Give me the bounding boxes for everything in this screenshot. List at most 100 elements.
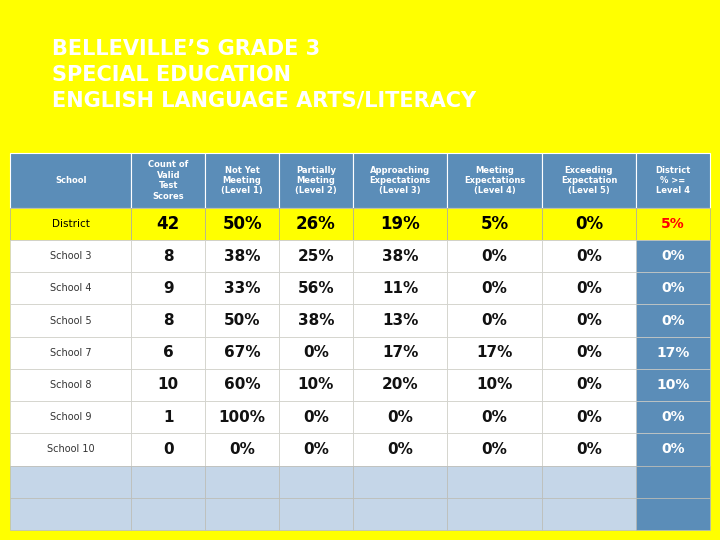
Bar — [541, 336, 636, 369]
Bar — [279, 465, 353, 498]
Bar — [447, 305, 541, 336]
Bar — [205, 272, 279, 305]
Text: 0%: 0% — [576, 345, 602, 360]
Bar — [353, 401, 447, 433]
Bar — [636, 240, 710, 272]
Text: 17%: 17% — [477, 345, 513, 360]
Text: 10: 10 — [158, 377, 179, 393]
Bar — [541, 153, 636, 208]
Bar — [636, 208, 710, 240]
Text: 0%: 0% — [661, 410, 685, 424]
Text: 0%: 0% — [387, 410, 413, 425]
Text: 38%: 38% — [297, 313, 334, 328]
Bar — [205, 240, 279, 272]
Bar — [353, 208, 447, 240]
Text: 17%: 17% — [382, 345, 418, 360]
Bar — [10, 305, 132, 336]
Text: Partially
Meeting
(Level 2): Partially Meeting (Level 2) — [295, 166, 337, 195]
Bar — [541, 369, 636, 401]
Bar — [279, 336, 353, 369]
Bar — [205, 498, 279, 530]
Text: District: District — [52, 219, 90, 229]
Text: 0%: 0% — [303, 410, 329, 425]
Text: Count of
Valid
Test
Scores: Count of Valid Test Scores — [148, 160, 189, 200]
Bar — [132, 401, 205, 433]
Bar — [205, 305, 279, 336]
Text: 8: 8 — [163, 313, 174, 328]
Text: 0%: 0% — [482, 410, 508, 425]
Text: 100%: 100% — [219, 410, 266, 425]
Bar — [447, 401, 541, 433]
Bar — [636, 433, 710, 465]
Text: 67%: 67% — [224, 345, 261, 360]
Bar — [636, 305, 710, 336]
Text: 13%: 13% — [382, 313, 418, 328]
Text: 0%: 0% — [482, 281, 508, 296]
Bar — [205, 153, 279, 208]
Text: 0%: 0% — [303, 345, 329, 360]
Bar — [132, 465, 205, 498]
Text: School 10: School 10 — [47, 444, 94, 455]
Bar — [541, 498, 636, 530]
Text: 11%: 11% — [382, 281, 418, 296]
Bar — [447, 208, 541, 240]
Bar — [279, 433, 353, 465]
Bar — [541, 240, 636, 272]
Bar — [10, 153, 132, 208]
Text: 10%: 10% — [657, 378, 690, 392]
Bar — [132, 433, 205, 465]
Bar — [10, 433, 132, 465]
Text: 0%: 0% — [661, 281, 685, 295]
Bar — [279, 305, 353, 336]
Bar — [279, 208, 353, 240]
Text: 0%: 0% — [575, 215, 603, 233]
Text: School: School — [55, 176, 86, 185]
Bar — [353, 433, 447, 465]
Text: 42: 42 — [157, 215, 180, 233]
Text: 0%: 0% — [661, 249, 685, 263]
Text: Meeting
Expectations
(Level 4): Meeting Expectations (Level 4) — [464, 166, 525, 195]
Text: 0%: 0% — [576, 248, 602, 264]
Text: 5%: 5% — [480, 215, 508, 233]
Text: 50%: 50% — [222, 215, 262, 233]
Bar — [205, 336, 279, 369]
Text: 8: 8 — [163, 248, 174, 264]
Bar — [10, 369, 132, 401]
Bar — [447, 433, 541, 465]
Bar — [636, 369, 710, 401]
Text: 6: 6 — [163, 345, 174, 360]
Bar — [636, 465, 710, 498]
Bar — [205, 465, 279, 498]
Bar — [353, 305, 447, 336]
Bar — [205, 401, 279, 433]
Bar — [10, 498, 132, 530]
Text: 0%: 0% — [661, 442, 685, 456]
Text: 26%: 26% — [296, 215, 336, 233]
Bar — [132, 336, 205, 369]
Bar — [353, 498, 447, 530]
Bar — [132, 369, 205, 401]
Text: School 8: School 8 — [50, 380, 91, 390]
Text: 38%: 38% — [382, 248, 418, 264]
Bar — [447, 498, 541, 530]
Bar — [353, 272, 447, 305]
Bar — [447, 465, 541, 498]
Text: 0%: 0% — [482, 248, 508, 264]
Text: 60%: 60% — [224, 377, 261, 393]
Text: Not Yet
Meeting
(Level 1): Not Yet Meeting (Level 1) — [221, 166, 263, 195]
Bar — [132, 153, 205, 208]
Text: 0%: 0% — [576, 410, 602, 425]
Bar — [541, 272, 636, 305]
Bar — [132, 272, 205, 305]
Text: 33%: 33% — [224, 281, 261, 296]
Text: 17%: 17% — [657, 346, 690, 360]
Bar — [279, 369, 353, 401]
Bar — [205, 208, 279, 240]
Bar — [10, 208, 132, 240]
Bar — [279, 240, 353, 272]
Bar — [353, 465, 447, 498]
Bar — [541, 401, 636, 433]
Bar — [279, 401, 353, 433]
Bar — [10, 272, 132, 305]
Bar — [10, 240, 132, 272]
